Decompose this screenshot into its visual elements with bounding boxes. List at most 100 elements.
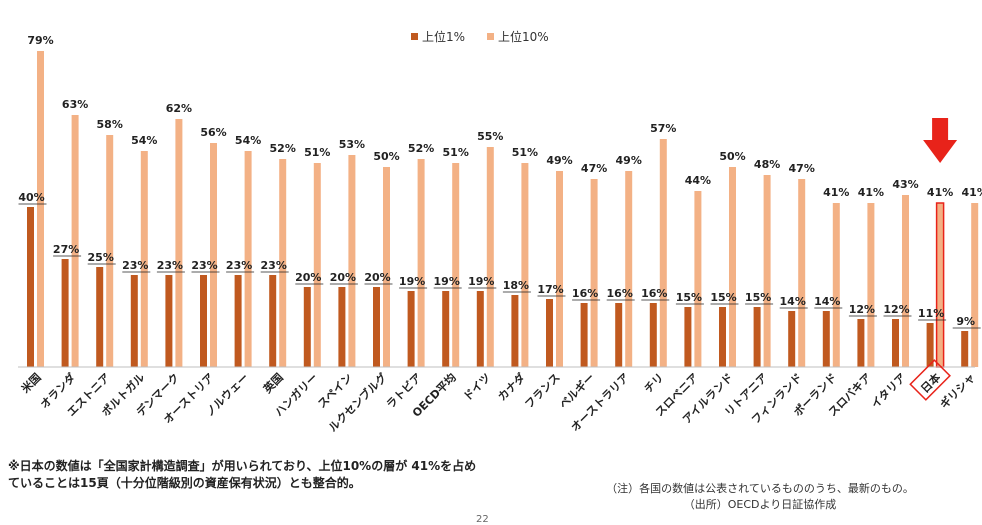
value-label-top1-18: 16% [641, 287, 667, 300]
bar-top10-11 [417, 159, 425, 367]
value-label-top1-5: 23% [191, 259, 217, 272]
bar-chart: 上位1% 上位10% 79%40%米国63%27%オランダ58%25%エストニア… [17, 29, 982, 434]
value-label-top10-26: 41% [927, 186, 953, 199]
japan-highlight [909, 118, 958, 401]
category-label-26: 日本 [918, 370, 943, 395]
bar-top10-3 [140, 151, 148, 367]
bar-top1-1 [61, 259, 69, 367]
value-label-top10-9: 53% [339, 138, 365, 151]
bar-top1-6 [234, 275, 242, 367]
bar-top1-26 [926, 323, 934, 367]
value-label-top10-6: 54% [235, 134, 261, 147]
value-label-top10-0: 79% [27, 34, 53, 47]
bar-top1-10 [373, 287, 380, 367]
value-label-top1-10: 20% [364, 271, 390, 284]
bar-top10-24 [867, 203, 875, 367]
value-label-top10-12: 51% [443, 146, 469, 159]
highlight-arrow [923, 118, 958, 163]
note-text: （注）各国の数値は公表されているもののうち、最新のもの。 [606, 482, 914, 495]
value-label-top1-1: 27% [53, 243, 79, 256]
bar-top10-15 [556, 171, 563, 367]
bar-top1-5 [200, 275, 207, 367]
bar-top10-12 [452, 163, 460, 367]
bar-top1-0 [27, 207, 34, 367]
value-label-top10-11: 52% [408, 142, 434, 155]
value-label-top10-13: 55% [477, 130, 503, 143]
value-label-top10-14: 51% [512, 146, 538, 159]
value-label-top1-14: 18% [503, 279, 529, 292]
bar-top1-11 [407, 291, 415, 367]
value-label-top1-15: 17% [537, 283, 563, 296]
bar-top10-14 [521, 163, 529, 367]
bar-top10-20 [729, 167, 736, 367]
legend: 上位1% 上位10% [411, 29, 549, 44]
footnote-source: （注）各国の数値は公表されているもののうち、最新のもの。 （出所）OECDより日… [560, 481, 960, 513]
bar-top1-24 [857, 319, 865, 367]
legend-label-top1: 上位1% [422, 29, 465, 44]
value-label-top1-11: 19% [399, 275, 425, 288]
bar-top10-5 [210, 143, 217, 367]
value-label-top10-15: 49% [546, 154, 572, 167]
bar-top1-2 [96, 267, 104, 367]
bar-top10-23 [832, 203, 840, 367]
category-label-0: 米国 [17, 370, 43, 396]
bar-top10-21 [763, 175, 771, 367]
value-label-top10-3: 54% [131, 134, 157, 147]
bar-top10-17 [625, 171, 633, 367]
bar-top1-9 [338, 287, 346, 367]
bar-top1-25 [892, 319, 899, 367]
value-label-top1-27: 9% [956, 315, 975, 328]
value-label-top1-22: 14% [780, 295, 806, 308]
bar-top1-23 [822, 311, 830, 367]
bar-top10-9 [348, 155, 356, 367]
value-label-top10-21: 48% [754, 158, 780, 171]
value-label-top1-9: 20% [330, 271, 356, 284]
bar-top10-22 [798, 179, 806, 367]
value-label-top1-4: 23% [157, 259, 183, 272]
bar-top10-0 [37, 51, 44, 367]
bar-top1-18 [649, 303, 657, 367]
bar-top1-22 [788, 311, 796, 367]
value-label-top10-17: 49% [616, 154, 642, 167]
value-label-top1-0: 40% [18, 191, 44, 204]
value-label-top10-23: 41% [823, 186, 849, 199]
bar-top1-4 [165, 275, 173, 367]
value-label-top1-25: 12% [883, 303, 909, 316]
value-label-top1-13: 19% [468, 275, 494, 288]
bar-top1-8 [303, 287, 311, 367]
value-label-top1-21: 15% [745, 291, 771, 304]
value-label-top1-23: 14% [814, 295, 840, 308]
category-label-7: 英国 [260, 370, 286, 396]
value-label-top10-18: 57% [650, 122, 676, 135]
bar-top1-16 [580, 303, 588, 367]
value-label-top1-24: 12% [849, 303, 875, 316]
value-label-top1-12: 19% [434, 275, 460, 288]
value-label-top1-16: 16% [572, 287, 598, 300]
bar-top1-21 [753, 307, 761, 367]
value-label-top10-25: 43% [892, 178, 918, 191]
bar-top10-16 [590, 179, 598, 367]
value-label-top1-3: 23% [122, 259, 148, 272]
value-label-top10-24: 41% [858, 186, 884, 199]
bar-top10-7 [279, 159, 287, 367]
value-label-top10-4: 62% [166, 102, 192, 115]
bar-top1-27 [961, 331, 969, 367]
bar-top1-12 [442, 291, 450, 367]
value-label-top10-8: 51% [304, 146, 330, 159]
page-number: 22 [476, 514, 489, 525]
category-label-14: カナダ [495, 370, 528, 403]
footnote-japan-data: ※日本の数値は「全国家計構造調査」が用いられており、上位10%の層が 41%を占… [8, 459, 477, 490]
bar-top1-13 [476, 291, 484, 367]
value-label-top10-19: 44% [685, 174, 711, 187]
bar-top10-27 [971, 203, 979, 367]
value-label-top10-20: 50% [719, 150, 745, 163]
bar-top1-17 [615, 303, 623, 367]
value-label-top1-8: 20% [295, 271, 321, 284]
bar-top1-14 [511, 295, 519, 367]
value-label-top10-2: 58% [97, 118, 123, 131]
legend-label-top10: 上位10% [498, 29, 549, 44]
bar-top10-6 [244, 151, 252, 367]
japan-label-box [909, 359, 951, 401]
bar-top10-10 [383, 167, 390, 367]
value-label-top1-20: 15% [710, 291, 736, 304]
